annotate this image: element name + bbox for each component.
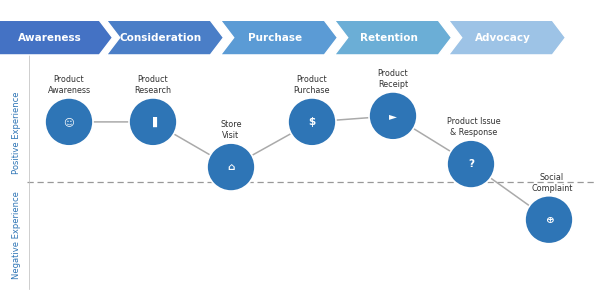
Text: Advocacy: Advocacy [475,33,530,43]
Text: Product Issue
& Response: Product Issue & Response [447,117,501,137]
Text: Negative Experience: Negative Experience [12,191,22,279]
Text: $: $ [308,117,316,127]
Ellipse shape [45,98,93,146]
Text: Consideration: Consideration [119,33,202,43]
Ellipse shape [288,98,336,146]
Text: ►: ► [389,111,397,121]
Text: Product
Receipt: Product Receipt [377,69,409,89]
Text: Purchase: Purchase [248,33,302,43]
Polygon shape [107,20,224,55]
Text: Store
Visit: Store Visit [220,120,242,140]
Polygon shape [221,20,337,55]
Text: Positive Experience: Positive Experience [12,91,22,174]
Text: ⌂: ⌂ [227,162,235,172]
Text: ▐: ▐ [149,117,157,127]
Text: ⊕: ⊕ [545,215,553,225]
Ellipse shape [129,98,177,146]
Text: ☺: ☺ [64,117,74,127]
Ellipse shape [207,143,255,191]
Text: Product
Research: Product Research [134,75,172,95]
Ellipse shape [447,140,495,188]
Polygon shape [0,20,113,55]
Text: Product
Purchase: Product Purchase [294,75,330,95]
Polygon shape [448,20,566,55]
Text: Awareness: Awareness [18,33,82,43]
Text: ?: ? [468,159,474,169]
Text: Social
Complaint: Social Complaint [532,173,572,193]
Polygon shape [335,20,452,55]
Text: Product
Awareness: Product Awareness [47,75,91,95]
Ellipse shape [525,196,573,244]
Ellipse shape [369,92,417,140]
Text: Retention: Retention [359,33,418,43]
